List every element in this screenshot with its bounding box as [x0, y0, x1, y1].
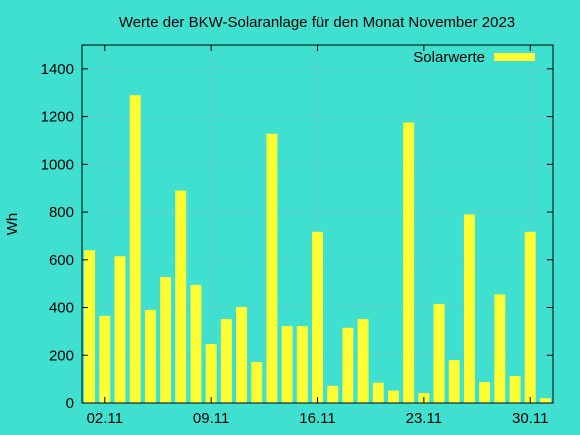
bar — [205, 344, 217, 403]
bar — [251, 361, 263, 403]
x-tick-label: 23.11 — [406, 410, 442, 427]
bar — [190, 284, 202, 403]
bar — [357, 318, 369, 403]
y-tick-label: 1400 — [41, 61, 74, 78]
y-axis: 0 200 400 600 800 1000 1200 1400 — [41, 61, 553, 412]
bar — [144, 309, 156, 403]
bar — [433, 303, 445, 403]
bar — [266, 133, 278, 403]
bar — [539, 398, 551, 403]
y-tick-label: 400 — [49, 300, 74, 317]
legend-label: Solarwerte — [413, 49, 485, 66]
y-tick-label: 200 — [49, 347, 74, 364]
bar — [312, 231, 323, 403]
bar — [114, 256, 126, 403]
bar — [403, 122, 415, 404]
bar — [84, 250, 96, 403]
y-tick-label: 0 — [66, 395, 74, 412]
bar — [387, 390, 399, 403]
bar — [281, 326, 293, 403]
legend: Solarwerte — [413, 49, 535, 66]
bar — [494, 294, 506, 403]
x-tick-label: 09.11 — [193, 410, 229, 427]
bar — [463, 214, 475, 403]
x-tick-label: 30.11 — [512, 410, 548, 427]
bar — [175, 190, 187, 403]
bar — [448, 360, 460, 403]
bar — [220, 318, 232, 403]
bar — [327, 385, 339, 403]
bar — [296, 326, 308, 403]
bar — [479, 381, 491, 403]
y-tick-label: 800 — [49, 204, 74, 221]
chart-title: Werte der BKW-Solaranlage für den Monat … — [119, 14, 515, 31]
bar — [236, 307, 248, 403]
y-tick-label: 600 — [49, 252, 74, 269]
bar — [160, 276, 172, 403]
y-axis-label: Wh — [4, 213, 21, 236]
x-tick-label: 16.11 — [299, 410, 335, 427]
x-tick-label: 02.11 — [87, 410, 123, 427]
legend-swatch — [494, 53, 535, 61]
bar — [509, 376, 521, 403]
bar — [99, 315, 111, 403]
bar — [524, 231, 536, 403]
y-tick-label: 1000 — [41, 156, 74, 173]
bar — [372, 382, 384, 403]
bar — [129, 95, 141, 404]
bar — [342, 327, 354, 403]
y-tick-label: 1200 — [41, 109, 74, 126]
bars — [84, 95, 551, 404]
x-axis: 02.11 09.11 16.11 23.11 30.11 — [87, 45, 548, 427]
